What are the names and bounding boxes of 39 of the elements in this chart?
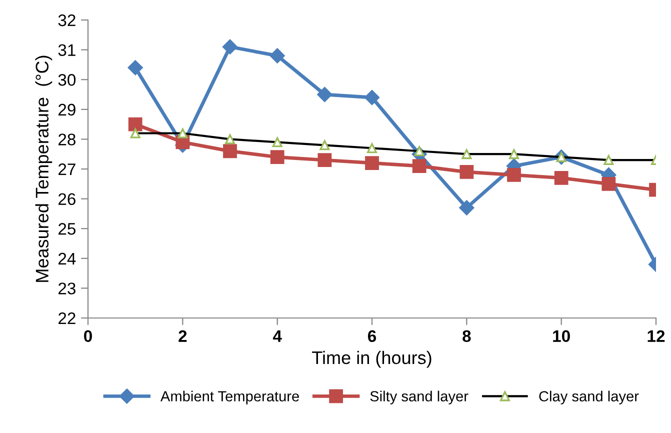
y-tick-label: 30 <box>58 74 76 86</box>
point <box>412 159 426 173</box>
y-tick-label: 23 <box>58 282 76 294</box>
y-tick-label: 25 <box>58 223 76 235</box>
point <box>460 165 474 179</box>
y-tick-label: 31 <box>58 44 76 56</box>
point <box>318 153 332 168</box>
point <box>270 150 284 164</box>
point <box>364 90 380 106</box>
legend-label: Clay sand layer <box>539 390 639 404</box>
x-tick-label: 8 <box>462 330 471 342</box>
legend-label: Silty sand layer <box>370 390 468 404</box>
point <box>365 156 379 170</box>
point <box>459 200 474 216</box>
y-tick-label: 29 <box>58 104 76 116</box>
y-tick-label: 27 <box>58 163 76 176</box>
legend-label: Ambient Temperature <box>160 390 299 404</box>
point <box>223 144 237 158</box>
y-tick-label: 24 <box>58 252 76 264</box>
point <box>317 86 332 102</box>
y-tick-label: 32 <box>58 14 76 26</box>
point <box>128 60 143 76</box>
point <box>602 176 616 191</box>
point <box>554 170 568 185</box>
point <box>270 48 285 64</box>
y-tick-label: 26 <box>58 193 76 206</box>
x-tick-label: 12 <box>648 330 665 342</box>
x-tick-label: 4 <box>272 330 282 342</box>
x-tick-label: 10 <box>553 330 570 342</box>
point <box>128 117 142 132</box>
x-tick-label: 6 <box>368 330 376 342</box>
y-axis-title: Measured Temperature (°C) <box>35 56 52 282</box>
point <box>507 168 521 182</box>
x-tick-label: 2 <box>178 330 187 342</box>
x-axis-title: Time in (hours) <box>312 350 432 368</box>
y-tick-label: 22 <box>58 312 76 324</box>
x-tick-label: 0 <box>84 330 92 342</box>
point <box>222 39 238 54</box>
y-tick-label: 28 <box>58 134 76 146</box>
